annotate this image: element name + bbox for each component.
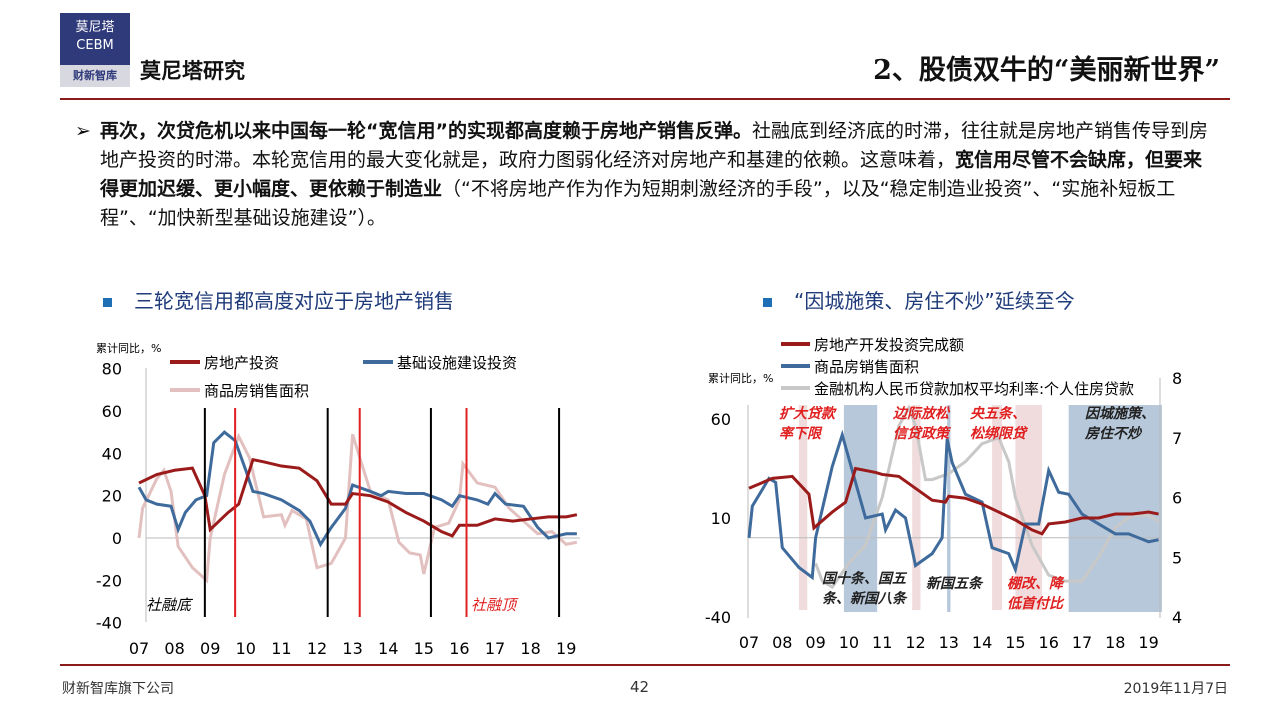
y-tick-label: 20 bbox=[102, 487, 122, 506]
square-bullet-icon bbox=[763, 298, 772, 307]
x-tick-label: 14 bbox=[972, 633, 992, 652]
y-tick-label: 60 bbox=[711, 410, 731, 429]
para-text-1: 社融底到经济底的时滞，往往就是房地产销售传导到房地产投资的时滞。本轮宽信用的最大… bbox=[100, 120, 1208, 171]
x-tick-label: 17 bbox=[485, 639, 505, 658]
chart-annotation-line1: 新国五条 bbox=[926, 575, 984, 592]
x-tick-label: 08 bbox=[772, 633, 792, 652]
y-axis-label: 累计同比，% bbox=[708, 372, 773, 385]
legend-label: 房地产开发投资完成额 bbox=[814, 336, 964, 354]
x-tick-label: 17 bbox=[1072, 633, 1092, 652]
chart-annotation-line1: 国十条、国五 bbox=[822, 570, 908, 587]
legend-label: 商品房销售面积 bbox=[814, 358, 919, 376]
chart-annotation-line1: 央五条、 bbox=[970, 405, 1026, 422]
chart-annotation-line2: 低首付比 bbox=[1007, 595, 1065, 612]
logo-text: 莫尼塔 bbox=[75, 20, 115, 35]
y2-tick-label: 5 bbox=[1172, 548, 1182, 567]
x-tick-label: 11 bbox=[271, 639, 291, 658]
legend-label: 金融机构人民币贷款加权平均利率:个人住房贷款 bbox=[814, 380, 1134, 398]
band-blue bbox=[843, 405, 878, 612]
y-tick-label: 10 bbox=[711, 509, 731, 528]
x-tick-label: 16 bbox=[449, 639, 469, 658]
y2-tick-label: 6 bbox=[1172, 489, 1182, 508]
brand-name: 莫尼塔研究 bbox=[140, 58, 245, 83]
legend-label: 商品房销售面积 bbox=[204, 382, 309, 400]
footer-divider bbox=[60, 664, 1230, 666]
logo-text-en: CEBM bbox=[76, 38, 114, 53]
y-tick-label: 40 bbox=[102, 444, 122, 463]
chart-annotation-line2: 房住不炒 bbox=[1084, 425, 1143, 442]
chart-annotation-line2: 信贷政策 bbox=[893, 425, 952, 442]
x-tick-label: 14 bbox=[378, 639, 398, 658]
band-pink bbox=[992, 405, 1003, 610]
band-pink bbox=[912, 405, 921, 610]
x-tick-label: 19 bbox=[556, 639, 576, 658]
series-line-2 bbox=[814, 404, 1160, 590]
logo: 莫尼塔 CEBM 财新智库 bbox=[60, 13, 130, 87]
footer-company: 财新智库旗下公司 bbox=[62, 681, 174, 697]
para-text-2: （“不将房地产作为作为短期刺激经济的手段”，以及“稳定制造业投资”、“实施补短板… bbox=[100, 178, 1176, 229]
band-blue bbox=[947, 405, 951, 612]
chart-annotation-line1: 棚改、降 bbox=[1007, 575, 1065, 592]
series-line-1 bbox=[747, 429, 1159, 581]
x-tick-label: 16 bbox=[1039, 633, 1059, 652]
subtitle-left-text: 三轮宽信用都高度对应于房地产销售 bbox=[134, 289, 454, 313]
x-tick-label: 13 bbox=[939, 633, 959, 652]
x-tick-label: 10 bbox=[839, 633, 859, 652]
y-tick-label: 80 bbox=[102, 360, 122, 379]
series-line-1 bbox=[137, 430, 577, 548]
x-tick-label: 12 bbox=[307, 639, 327, 658]
annotation-top: 社融顶 bbox=[471, 596, 519, 614]
legend-label: 基础设施建设投资 bbox=[397, 354, 517, 372]
chart-annotation-line2: 条、新国八条 bbox=[822, 590, 908, 607]
x-tick-label: 19 bbox=[1138, 633, 1158, 652]
x-tick-label: 13 bbox=[342, 639, 362, 658]
annotation-bottom: 社融底 bbox=[146, 596, 194, 614]
chart-annotation-line1: 扩大贷款 bbox=[779, 405, 837, 422]
page-number: 42 bbox=[630, 678, 650, 696]
legend-label: 房地产投资 bbox=[204, 354, 279, 372]
chart-annotation-line1: 边际放松 bbox=[892, 405, 951, 422]
y-tick-label: -40 bbox=[705, 608, 731, 627]
x-tick-label: 15 bbox=[414, 639, 434, 658]
para-bold-2: 宽信用尽管不会缺席，但要来得更加迟缓、更小幅度、更依赖于制造业 bbox=[100, 149, 1203, 200]
x-tick-label: 07 bbox=[739, 633, 759, 652]
header-divider bbox=[60, 98, 1230, 100]
x-tick-label: 11 bbox=[872, 633, 892, 652]
y-tick-label: 60 bbox=[102, 402, 122, 421]
subtitle-right-text: “因城施策、房住不炒”延续至今 bbox=[794, 289, 1075, 313]
subtitle-right: “因城施策、房住不炒”延续至今 bbox=[763, 285, 1075, 314]
x-tick-label: 09 bbox=[805, 633, 825, 652]
y-tick-label: -40 bbox=[96, 614, 122, 633]
x-tick-label: 18 bbox=[1105, 633, 1125, 652]
y2-tick-label: 7 bbox=[1172, 429, 1182, 448]
x-tick-label: 12 bbox=[905, 633, 925, 652]
y2-tick-label: 4 bbox=[1172, 608, 1182, 627]
chart-annotation-line1: 因城施策、 bbox=[1085, 405, 1155, 422]
y-axis-label: 累计同比，% bbox=[96, 342, 161, 355]
slide-title: 2、股债双牛的“美丽新世界” bbox=[873, 55, 1220, 86]
series-line-0 bbox=[748, 466, 1159, 536]
body-paragraph: ➢ 再次，次贷危机以来中国每一轮“宽信用”的实现都高度赖于房地产销售反弹。社融底… bbox=[75, 117, 1215, 233]
footer-date: 2019年11月7日 bbox=[1123, 681, 1228, 697]
chart-annotation-line2: 率下限 bbox=[779, 425, 823, 442]
y-tick-label: -20 bbox=[96, 571, 122, 590]
x-tick-label: 10 bbox=[236, 639, 256, 658]
logo-subtext: 财新智库 bbox=[60, 65, 130, 87]
x-tick-label: 18 bbox=[520, 639, 540, 658]
y-tick-label: 0 bbox=[112, 529, 122, 548]
para-bold-1: 再次，次贷危机以来中国每一轮“宽信用”的实现都高度赖于房地产销售反弹。 bbox=[100, 120, 752, 142]
bullet-arrow-icon: ➢ bbox=[75, 120, 91, 142]
square-bullet-icon bbox=[103, 298, 112, 307]
y2-tick-label: 8 bbox=[1172, 369, 1182, 388]
series-line-0 bbox=[138, 457, 578, 538]
subtitle-left: 三轮宽信用都高度对应于房地产销售 bbox=[103, 285, 454, 314]
x-tick-label: 07 bbox=[129, 639, 149, 658]
x-tick-label: 09 bbox=[200, 639, 220, 658]
series-line-2 bbox=[137, 432, 578, 584]
chart-annotation-line2: 松绑限贷 bbox=[970, 425, 1029, 442]
band-pink bbox=[798, 405, 808, 610]
x-tick-label: 08 bbox=[164, 639, 184, 658]
x-tick-label: 15 bbox=[1005, 633, 1025, 652]
